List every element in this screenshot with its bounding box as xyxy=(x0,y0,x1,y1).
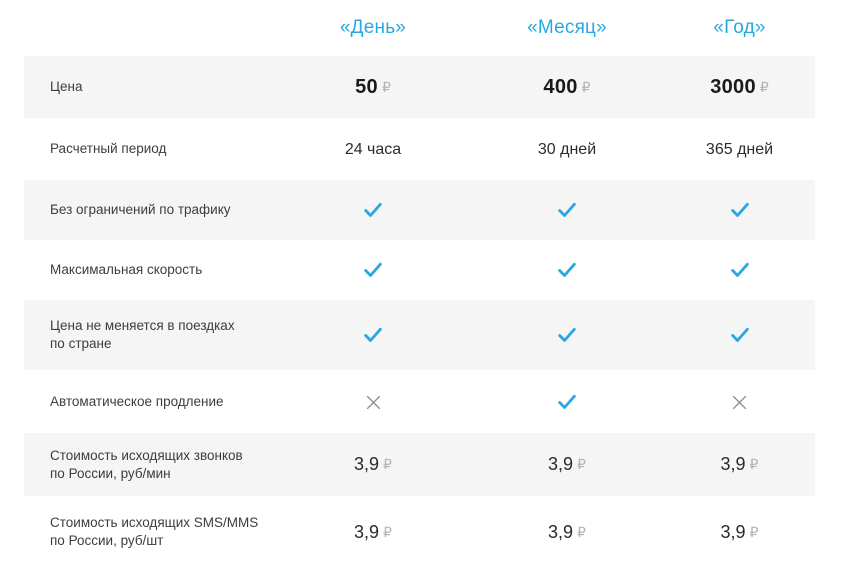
cell-price-day: 50 ₽ xyxy=(276,76,470,99)
table-header-row: «День» «Месяц» «Год» xyxy=(24,0,815,56)
table-row: Автоматическое продление xyxy=(24,370,815,433)
rate-amount: 3,9 xyxy=(548,521,574,542)
table-row: Максимальная скорость xyxy=(24,240,815,300)
cell-auto-renewal-day xyxy=(276,391,470,411)
currency-symbol: ₽ xyxy=(577,523,586,540)
table-row: Стоимость исходящих SMS/MMS по России, р… xyxy=(24,496,815,568)
row-label-line1: Стоимость исходящих SMS/MMS xyxy=(50,515,259,530)
row-label-outgoing-sms: Стоимость исходящих SMS/MMS по России, р… xyxy=(24,514,276,550)
row-label-line1: Автоматическое продление xyxy=(50,393,224,409)
cell-max-speed-day xyxy=(276,259,470,281)
price-amount: 3000 xyxy=(710,75,756,98)
row-label-line1: Цена не меняется в поездках xyxy=(50,318,235,333)
row-label-line2: по стране xyxy=(50,336,112,351)
table-row: Без ограничений по трафику xyxy=(24,180,815,240)
row-label-line2: по России, руб/шт xyxy=(50,533,164,548)
cell-same-price-year xyxy=(664,324,815,346)
currency-symbol: ₽ xyxy=(749,523,759,540)
row-label-price: Цена xyxy=(24,78,276,96)
column-header-month[interactable]: «Месяц» xyxy=(527,17,607,38)
check-icon xyxy=(729,199,751,221)
check-icon xyxy=(362,259,384,281)
row-label-billing-period: Расчетный период xyxy=(24,140,276,158)
check-icon xyxy=(556,259,578,281)
row-label-line1: Цена xyxy=(50,79,83,94)
cell-unlimited-month xyxy=(470,199,664,221)
currency-symbol: ₽ xyxy=(759,78,769,95)
cell-max-speed-year xyxy=(664,259,815,281)
cell-auto-renewal-year xyxy=(664,391,815,411)
row-label-auto-renewal: Автоматическое продление xyxy=(24,393,276,411)
currency-symbol: ₽ xyxy=(749,456,759,472)
cell-sms-rate-month: 3,9 ₽ xyxy=(470,522,664,543)
rate-amount: 3,9 xyxy=(548,454,574,474)
row-label-line1: Максимальная скорость xyxy=(50,262,203,277)
check-icon xyxy=(729,259,751,281)
cell-price-year: 3000 ₽ xyxy=(664,76,815,99)
rate-amount: 3,9 xyxy=(720,454,746,474)
cell-period-day: 24 часа xyxy=(276,139,470,159)
check-icon xyxy=(556,391,578,413)
rate-amount: 3,9 xyxy=(354,521,380,542)
cell-price-month: 400 ₽ xyxy=(470,76,664,99)
row-label-outgoing-calls: Стоимость исходящих звонков по России, р… xyxy=(24,447,276,483)
cell-call-rate-day: 3,9 ₽ xyxy=(276,454,470,475)
column-header-year[interactable]: «Год» xyxy=(713,17,766,38)
check-icon xyxy=(556,324,578,346)
currency-symbol: ₽ xyxy=(383,523,392,540)
price-amount: 400 xyxy=(543,75,578,98)
cell-call-rate-year: 3,9 ₽ xyxy=(664,454,815,475)
row-label-same-price-travel: Цена не меняется в поездках по стране xyxy=(24,317,276,353)
currency-symbol: ₽ xyxy=(383,456,392,472)
table-row: Цена 50 ₽ 400 ₽ 3000 ₽ xyxy=(24,56,815,118)
currency-symbol: ₽ xyxy=(581,78,591,95)
column-header-day[interactable]: «День» xyxy=(339,17,407,38)
period-text: 30 дней xyxy=(537,141,597,158)
currency-symbol: ₽ xyxy=(577,456,586,472)
cell-auto-renewal-month xyxy=(470,391,664,413)
check-icon xyxy=(362,199,384,221)
currency-symbol: ₽ xyxy=(381,78,391,95)
row-label-line1: Без ограничений по трафику xyxy=(50,202,231,217)
row-label-max-speed: Максимальная скорость xyxy=(24,261,276,279)
price-amount: 50 xyxy=(355,75,378,98)
row-label-line1: Стоимость исходящих звонков xyxy=(50,447,243,463)
cell-unlimited-year xyxy=(664,199,815,221)
table-row: Цена не меняется в поездках по стране xyxy=(24,300,815,370)
cross-icon xyxy=(364,393,383,412)
rate-amount: 3,9 xyxy=(720,521,746,542)
cross-icon xyxy=(730,393,749,412)
cell-period-year: 365 дней xyxy=(664,139,815,159)
row-label-line2: по России, руб/мин xyxy=(50,465,171,481)
cell-same-price-month xyxy=(470,324,664,346)
check-icon xyxy=(362,324,384,346)
row-label-unlimited-traffic: Без ограничений по трафику xyxy=(24,201,276,219)
cell-sms-rate-year: 3,9 ₽ xyxy=(664,522,815,543)
period-text: 365 дней xyxy=(705,141,774,158)
table-row: Стоимость исходящих звонков по России, р… xyxy=(24,433,815,496)
cell-max-speed-month xyxy=(470,259,664,281)
rate-amount: 3,9 xyxy=(354,454,380,474)
check-icon xyxy=(556,199,578,221)
cell-unlimited-day xyxy=(276,199,470,221)
table-row: Расчетный период 24 часа 30 дней 365 дне… xyxy=(24,118,815,180)
cell-period-month: 30 дней xyxy=(470,139,664,159)
cell-same-price-day xyxy=(276,324,470,346)
table-body: Цена 50 ₽ 400 ₽ 3000 ₽ Расчетный период 24 … xyxy=(24,56,815,568)
period-text: 24 часа xyxy=(344,141,402,158)
cell-sms-rate-day: 3,9 ₽ xyxy=(276,522,470,543)
check-icon xyxy=(729,324,751,346)
row-label-line1: Расчетный период xyxy=(50,141,167,156)
cell-call-rate-month: 3,9 ₽ xyxy=(470,454,664,475)
